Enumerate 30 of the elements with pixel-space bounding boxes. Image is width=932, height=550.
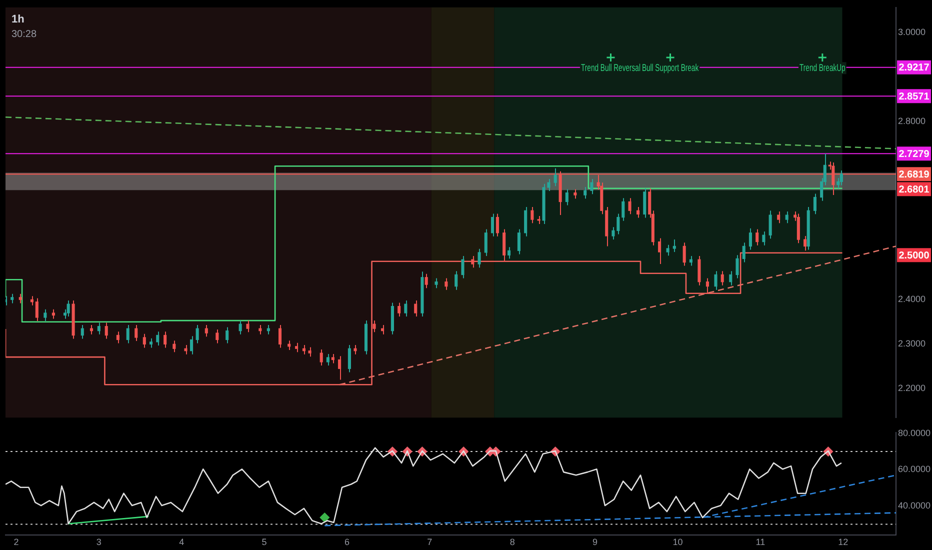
x-tick-label: 4 [179,537,184,548]
x-tick-label: 6 [344,537,350,548]
x-tick-label: 5 [262,537,267,548]
x-tick-label: 8 [510,537,515,548]
y-tick-label: 2.4000 [898,294,926,304]
ref-line-label: 2.7279 [898,148,930,160]
x-tick-label: 10 [672,537,683,548]
x-tick-label: 2 [14,537,19,548]
ref-line-label: 2.9217 [898,62,930,74]
y-tick-label: 3.0000 [898,27,926,38]
ref-line-label: 2.8571 [898,91,930,102]
text: 1h [12,13,25,26]
y-tick-label: 80.0000 [898,428,931,438]
x-tick-label: 7 [427,537,432,548]
y-tick-label: 60.0000 [898,464,931,474]
y-tick-label: 2.2000 [898,383,926,394]
annotation: 2.5000 [898,250,930,262]
x-tick-label: 11 [756,537,766,548]
y-tick-label: 2.8000 [898,116,926,126]
y-tick-label: 2.3000 [898,338,926,349]
annotation: 2.6801 [898,184,930,196]
x-tick-label: 9 [592,537,598,548]
annotation: 30:28 [12,29,37,40]
y-tick-label: 40.0000 [898,500,931,511]
ref-line-label: 2.6819 [898,169,930,180]
x-tick-label: 3 [96,537,102,548]
annotation: Bull Support Break [642,62,700,74]
x-tick-label: 12 [838,537,848,548]
annotation: Trend BreakUp [799,62,846,74]
annotation: Trend Bull Reversal [581,62,641,74]
